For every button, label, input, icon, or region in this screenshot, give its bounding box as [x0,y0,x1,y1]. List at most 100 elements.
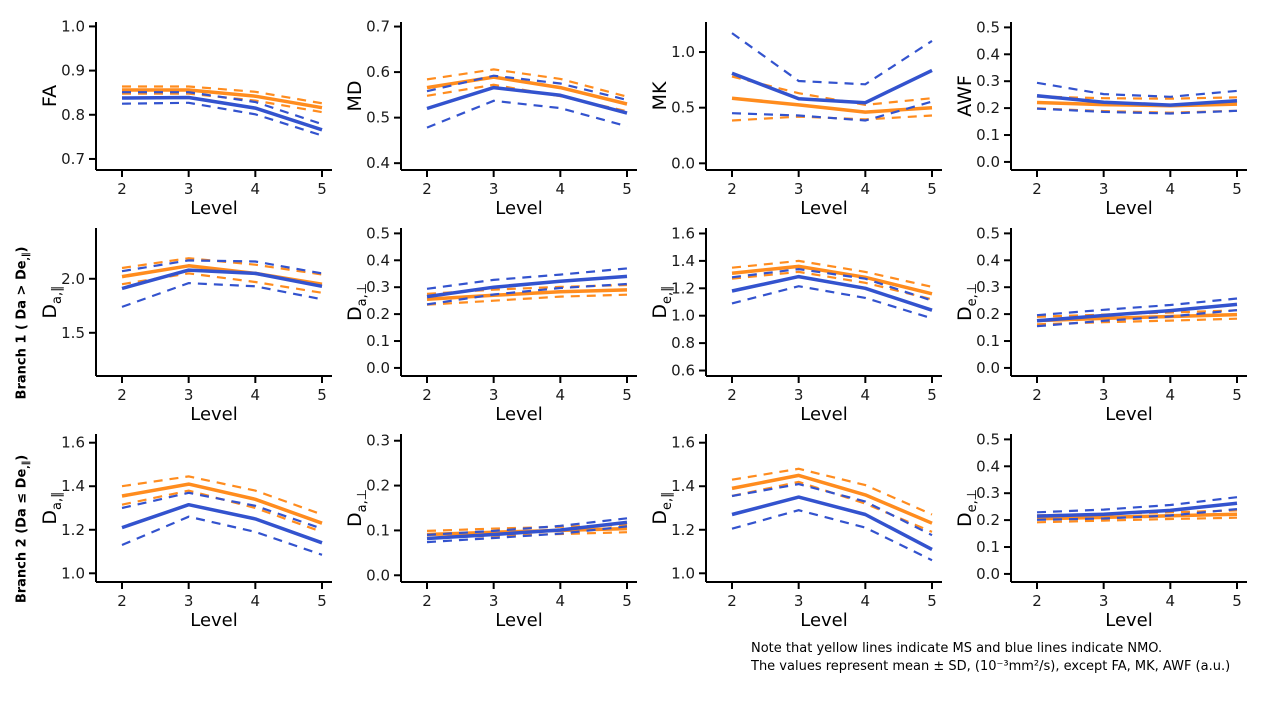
mk-nmo-mean [731,68,933,105]
y-tick-label: 0.7 [366,18,390,36]
x-tick-label: 2 [1032,386,1042,404]
chart-svg-b1-da-perp: 0.0 0.1 0.2 0.3 0.4 0.5 2 3 4 5 Level Da,⊥ [345,224,637,425]
y-axis-title: De,⊥ [955,489,980,527]
b2-de-perp-nmo-sd-lower [1036,508,1238,521]
x-tick-label: 4 [251,592,261,610]
row-label-branch2: Branch 2 (Da ≤ De,∥) [6,426,40,632]
y-tick-label: 1.0 [671,564,695,582]
x-tick-label: 4 [861,180,871,198]
y-tick-label: 0.7 [61,150,85,168]
b1-de-perp-nmo-mean [1036,302,1238,323]
y-tick-label: 0.5 [671,99,695,117]
x-tick-label: 2 [117,592,127,610]
x-tick-label: 3 [489,386,499,404]
md-nmo-mean [426,85,628,115]
b1-da-perp-nmo-sd-upper [426,267,628,290]
x-axis-title: Level [800,610,848,631]
y-tick-label: 0.4 [976,45,1000,63]
fa-ms-mean [122,88,323,110]
b2-de-par-ms-sd-upper [731,467,933,516]
chart-svg-b1-de-par: 0.6 0.8 1.0 1.2 1.4 1.6 2 3 4 5 Level De,∥ [650,224,942,425]
x-tick-label: 2 [727,592,737,610]
x-axis-title: Level [800,404,848,425]
x-tick-label: 5 [622,180,632,198]
x-axis-title: Level [1105,198,1153,219]
figure-note: Note that yellow lines indicate MS and b… [751,640,1280,676]
y-tick-label: 0.1 [976,126,1000,144]
b2-da-par-nmo-sd-upper [121,491,323,530]
x-tick-label: 5 [1232,180,1242,198]
x-tick-label: 3 [184,592,194,610]
y-tick-label: 0.3 [976,72,1000,90]
y-tick-label: 0.8 [671,334,695,352]
awf-nmo-sd-upper [1036,81,1238,98]
x-tick-label: 5 [622,386,632,404]
x-tick-label: 4 [556,180,566,198]
y-tick-label: 1.6 [61,434,85,452]
x-axis-title: Level [1105,404,1153,425]
b1-da-perp-nmo-mean [426,274,628,299]
x-tick-label: 2 [117,180,127,198]
fa-ms-sd-upper [122,85,323,105]
y-tick-label: 0.0 [976,153,1000,171]
b1-de-par-ms-sd-lower [731,270,933,301]
y-axis-title: MD [345,80,366,111]
md-nmo-sd-lower [426,99,628,129]
y-tick-label: 1.0 [671,307,695,325]
b2-da-perp-nmo-mean [426,520,628,541]
y-tick-label: 1.2 [671,521,695,539]
chart-fa: 0.7 0.8 0.9 1.0 2 3 4 5 Level FA [40,14,345,220]
y-tick-label: 1.5 [61,324,85,342]
y-tick-label: 1.6 [671,434,695,452]
y-tick-label: 1.6 [671,224,695,242]
chart-svg-b1-de-perp: 0.0 0.1 0.2 0.3 0.4 0.5 2 3 4 5 Level De,⊥ [955,224,1247,425]
b1-da-perp-ms-mean [426,288,628,302]
x-tick-label: 4 [861,592,871,610]
y-tick-label: 0.5 [976,18,1000,36]
x-tick-label: 3 [184,386,194,404]
b1-de-perp-nmo-sd-upper [1036,297,1238,317]
y-tick-label: 0.5 [976,224,1000,242]
mk-nmo-sd-lower [731,100,933,122]
y-tick-label: 1.0 [61,564,85,582]
b1-de-par-nmo-mean [731,274,933,312]
y-tick-label: 0.0 [976,565,1000,583]
chart-awf: 0.0 0.1 0.2 0.3 0.4 0.5 2 3 4 5 Level AWF [955,14,1260,220]
chart-svg-b1-da-par: 1.5 2.0 2 3 4 5 Level Da,∥ [40,228,332,425]
branch2-label-text: Branch 2 (Da ≤ De [14,468,30,604]
branch1-label-close: ) [14,246,30,253]
y-axis-title: Da,⊥ [345,489,370,527]
y-tick-label: 0.2 [366,477,390,495]
y-tick-label: 0.2 [366,305,390,323]
b1-da-par-nmo-sd-upper [121,259,323,275]
mk-ms-mean [731,96,933,114]
y-tick-label: 1.2 [61,521,85,539]
branch1-label-text: Branch 1 ( Da > De [14,260,30,400]
y-tick-label: 0.3 [976,278,1000,296]
chart-b1-da-perpendicular: 0.0 0.1 0.2 0.3 0.4 0.5 2 3 4 5 Level Da,⊥ [345,220,650,426]
b1-da-par-nmo-sd-lower [121,281,323,308]
x-tick-label: 4 [1166,386,1176,404]
branch1-label-sub: ,∥ [21,252,32,261]
y-axis-title: Da,∥ [40,285,65,318]
x-tick-label: 5 [1232,592,1242,610]
y-tick-label: 0.5 [366,109,390,127]
y-tick-label: 0.6 [366,63,390,81]
b1-de-par-nmo-sd-lower [731,285,933,320]
y-tick-label: 0.0 [671,154,695,172]
y-tick-label: 1.4 [671,477,695,495]
x-axis-title: Level [495,198,543,219]
x-tick-label: 2 [422,180,432,198]
x-tick-label: 5 [317,386,327,404]
b2-de-perp-nmo-sd-upper [1036,496,1238,514]
y-axis-title: Da,⊥ [345,283,370,321]
y-tick-label: 0.2 [976,511,1000,529]
mk-nmo-sd-upper [731,32,933,86]
b2-da-perp-nmo-sd-lower [426,525,628,544]
fa-nmo-sd-upper [122,91,323,126]
y-tick-label: 0.9 [61,62,85,80]
x-tick-label: 2 [422,386,432,404]
x-tick-label: 5 [1232,386,1242,404]
b2-de-perp-nmo-mean [1036,501,1238,518]
branch2-label-sub: ,∥ [21,460,32,469]
